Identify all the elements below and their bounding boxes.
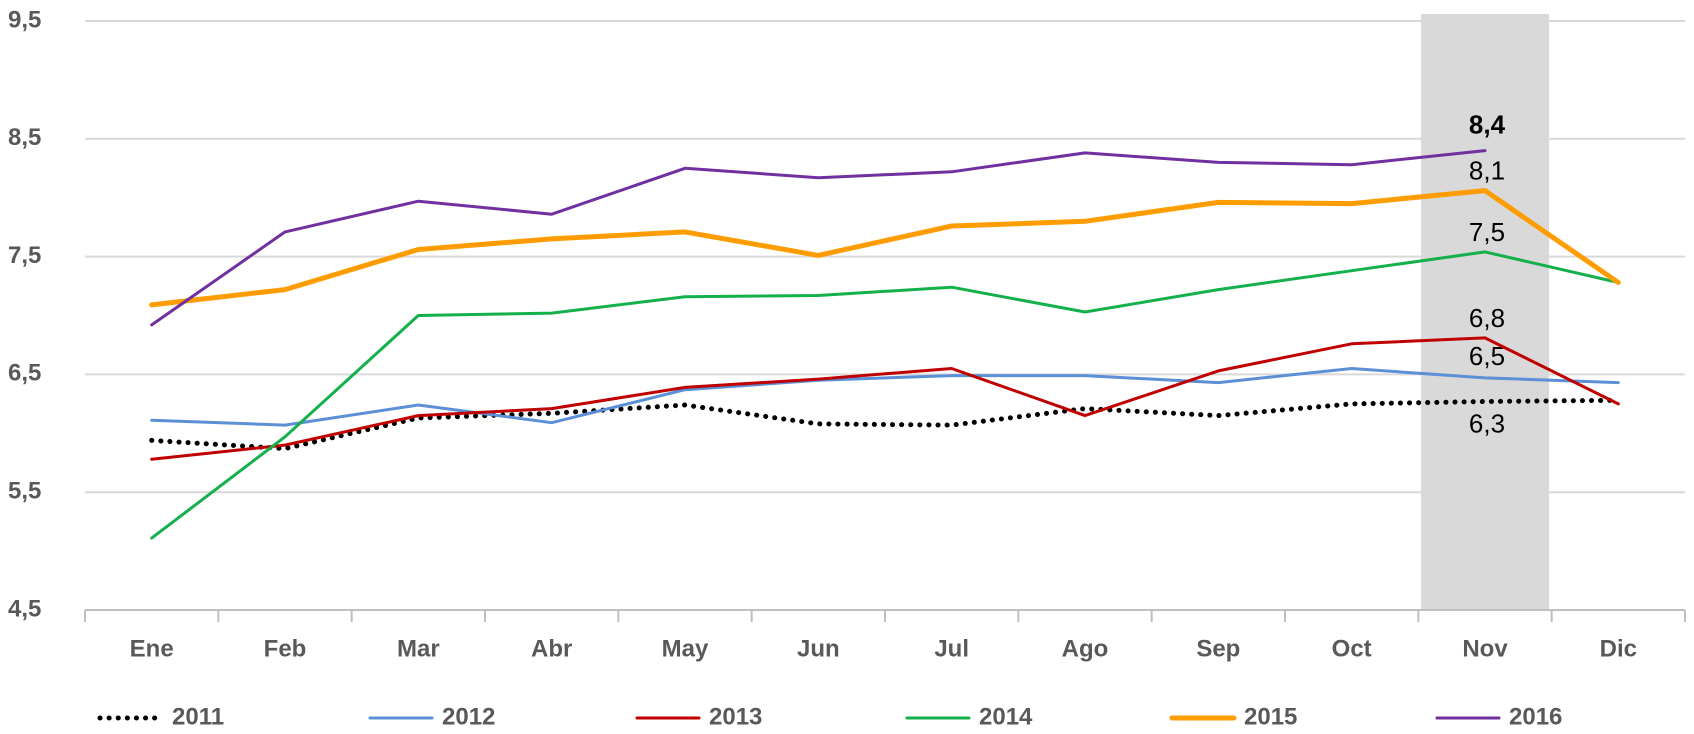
x-tick-label: Feb	[264, 635, 307, 662]
data-label: 8,4	[1469, 109, 1506, 139]
legend-label: 2013	[709, 703, 762, 730]
data-label: 6,3	[1469, 408, 1505, 438]
y-tick-label: 9,5	[8, 6, 41, 33]
highlight-band	[1421, 14, 1549, 610]
legend-label: 2012	[442, 703, 495, 730]
x-tick-label: Sep	[1196, 635, 1240, 662]
legend-label: 2014	[979, 703, 1033, 730]
y-tick-label: 7,5	[8, 242, 41, 269]
x-tick-label: Mar	[397, 635, 440, 662]
data-label: 6,8	[1469, 303, 1505, 333]
x-tick-label: Dic	[1600, 635, 1637, 662]
x-tick-label: Jun	[797, 635, 840, 662]
data-label: 8,1	[1469, 156, 1505, 186]
x-tick-label: Ene	[130, 635, 174, 662]
x-tick-label: Abr	[531, 635, 572, 662]
y-tick-label: 8,5	[8, 124, 41, 151]
series-line	[149, 188, 1621, 308]
x-tick-label: Jul	[934, 635, 969, 662]
x-tick-label: Nov	[1462, 635, 1508, 662]
y-tick-label: 4,5	[8, 595, 41, 622]
series-line	[149, 397, 1621, 452]
series-line	[150, 367, 1620, 427]
y-tick-label: 5,5	[8, 478, 41, 505]
x-tick-label: Ago	[1062, 635, 1109, 662]
legend-label: 2016	[1509, 703, 1562, 730]
legend-label: 2015	[1244, 703, 1297, 730]
series-line	[150, 250, 1620, 540]
series-line	[150, 336, 1620, 461]
x-tick-label: Oct	[1332, 635, 1372, 662]
series-line	[150, 149, 1487, 327]
legend-label: 2011	[172, 703, 224, 730]
data-label: 7,5	[1469, 217, 1505, 247]
y-tick-label: 6,5	[8, 360, 41, 387]
x-tick-label: May	[662, 635, 709, 662]
